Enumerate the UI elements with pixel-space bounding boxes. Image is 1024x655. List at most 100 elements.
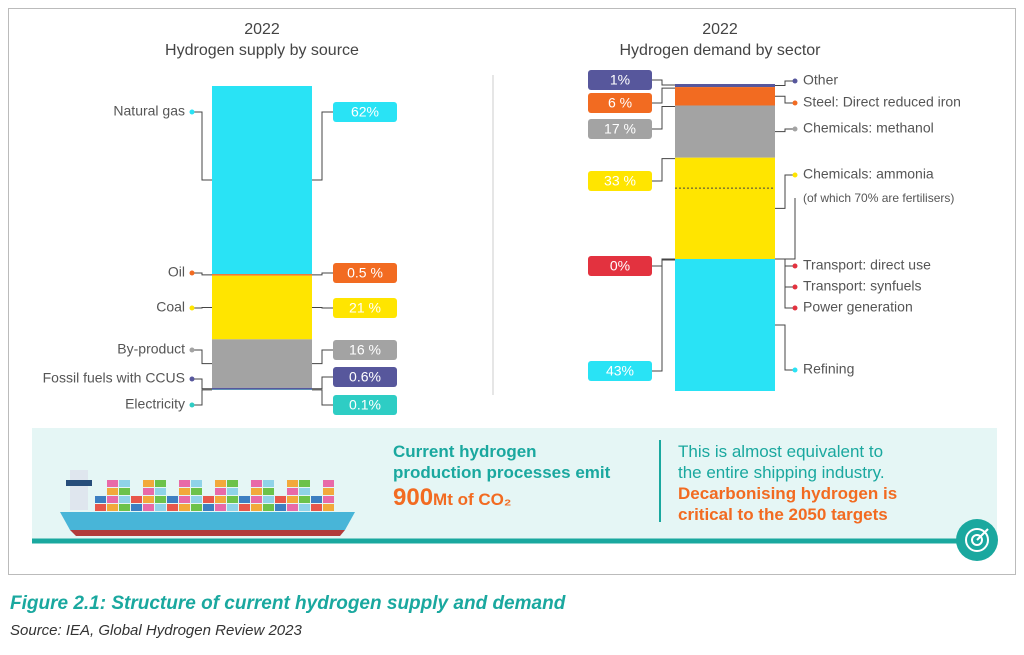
label-dot xyxy=(189,270,195,276)
connector xyxy=(652,158,675,182)
bar-segment xyxy=(675,157,775,259)
value-label: 0.1% xyxy=(349,397,381,413)
value-label: 0.6% xyxy=(349,369,381,385)
category-label: Natural gas xyxy=(113,103,185,119)
info-line: Current hydrogen xyxy=(393,442,537,461)
label-dot xyxy=(792,172,798,178)
connector xyxy=(312,389,333,406)
connector xyxy=(652,105,675,130)
value-pill xyxy=(588,256,652,276)
value-label: 0.5 % xyxy=(347,265,383,281)
value-label: 6 % xyxy=(608,95,632,111)
label-dot xyxy=(189,347,195,353)
connector xyxy=(652,87,675,104)
connector xyxy=(192,349,212,365)
info-line: the entire shipping industry. xyxy=(678,463,885,482)
chart-title: Hydrogen supply by source xyxy=(165,42,359,59)
bar-segment xyxy=(675,105,775,158)
connector xyxy=(312,376,333,390)
label-dot xyxy=(792,305,798,311)
value-pill xyxy=(588,119,652,139)
info-right: This is almost equivalent to the entire … xyxy=(678,441,897,525)
category-label: Steel: Direct reduced iron xyxy=(803,94,961,110)
bar-segment xyxy=(212,275,312,340)
label-dot xyxy=(189,305,195,311)
label-dot xyxy=(189,109,195,115)
bar-segment xyxy=(675,84,775,88)
connector xyxy=(192,378,212,390)
label-dot xyxy=(189,402,195,408)
connector xyxy=(775,80,795,87)
value-label: 1% xyxy=(610,72,630,88)
value-label: 16 % xyxy=(349,342,381,358)
category-note: (of which 70% are fertilisers) xyxy=(803,191,954,205)
figure-frame xyxy=(8,8,1016,575)
bracket xyxy=(785,198,796,260)
value-label: 21 % xyxy=(349,300,381,316)
value-label: 62% xyxy=(351,104,379,120)
label-dot xyxy=(792,100,798,106)
category-label: Chemicals: methanol xyxy=(803,120,934,136)
label-dot xyxy=(792,284,798,290)
category-label: Transport: synfuels xyxy=(803,278,922,294)
value-pill xyxy=(588,93,652,113)
connector xyxy=(192,111,212,181)
connector xyxy=(775,324,795,371)
target-icon-arrow xyxy=(976,528,989,541)
label-dot xyxy=(792,126,798,132)
value-pill xyxy=(588,171,652,191)
label-dot xyxy=(189,376,195,382)
label-dot xyxy=(792,367,798,373)
category-label: Power generation xyxy=(803,299,913,315)
label-dot xyxy=(792,78,798,84)
bar-segment xyxy=(212,387,312,390)
connector xyxy=(312,349,333,365)
bar-segment xyxy=(675,87,775,106)
connector xyxy=(312,111,333,181)
chart-year: 2022 xyxy=(702,21,738,38)
connector xyxy=(652,259,675,372)
category-label: Other xyxy=(803,72,838,88)
value-pill xyxy=(333,298,397,318)
info-line: This is almost equivalent to xyxy=(678,442,884,461)
info-amount: 900 xyxy=(393,484,434,511)
value-pill xyxy=(588,361,652,381)
value-pill xyxy=(333,340,397,360)
figure-title: Figure 2.1: Structure of current hydroge… xyxy=(10,593,566,614)
target-icon-ring xyxy=(971,534,983,546)
connector xyxy=(192,272,212,276)
value-label: 17 % xyxy=(604,121,636,137)
value-label: 0% xyxy=(610,258,630,274)
connector xyxy=(192,306,212,309)
connector xyxy=(775,258,795,309)
category-label: Oil xyxy=(168,264,185,280)
chart-year: 2022 xyxy=(244,21,280,38)
value-pill xyxy=(333,367,397,387)
info-line: critical to the 2050 targets xyxy=(678,505,888,524)
category-label: Electricity xyxy=(125,396,185,412)
value-pill xyxy=(333,395,397,415)
connector xyxy=(775,95,795,104)
category-label: By-product xyxy=(117,341,185,357)
connector xyxy=(775,174,795,209)
info-amount-line: 900Mt of CO₂ xyxy=(393,484,610,511)
bar-segment xyxy=(212,86,312,275)
category-label: Refining xyxy=(803,361,854,377)
figure-source: Source: IEA, Global Hydrogen Review 2023 xyxy=(10,622,302,639)
category-label: Coal xyxy=(156,299,185,315)
category-label: Fossil fuels with CCUS xyxy=(43,370,185,386)
bar-segment xyxy=(212,274,312,276)
target-icon-ring xyxy=(965,528,989,552)
connector xyxy=(775,128,795,133)
info-unit: Mt of CO₂ xyxy=(433,490,512,509)
connector xyxy=(192,389,212,406)
bar-segment xyxy=(212,339,312,388)
label-dot xyxy=(792,263,798,269)
connector xyxy=(312,306,333,309)
bar-segment xyxy=(675,258,775,391)
chart-title: Hydrogen demand by sector xyxy=(620,42,822,59)
info-line: Decarbonising hydrogen is xyxy=(678,484,898,503)
value-label: 33 % xyxy=(604,173,636,189)
